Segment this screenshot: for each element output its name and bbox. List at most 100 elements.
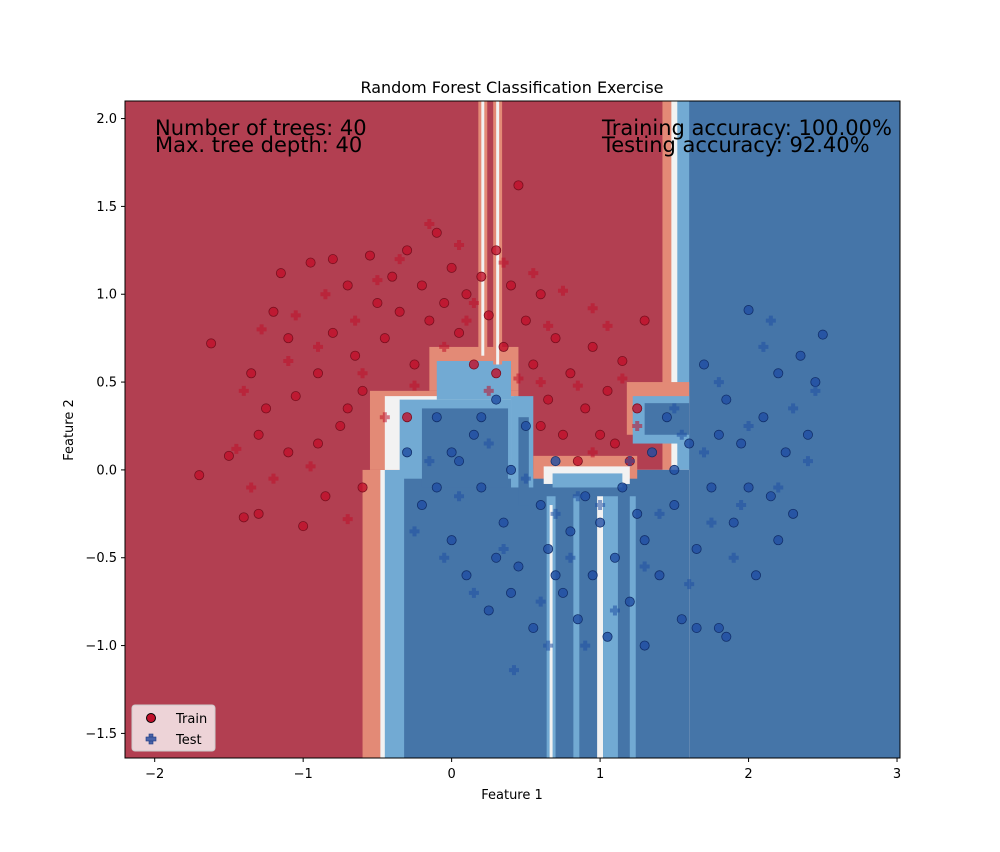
test-point-class1-24 xyxy=(758,341,769,352)
train-point-class0-61 xyxy=(402,412,413,423)
train-point-class1-49 xyxy=(788,508,799,519)
train-point-class0-17 xyxy=(342,280,353,291)
train-point-class1-50 xyxy=(795,350,806,361)
test-point-class0-6 xyxy=(305,461,316,472)
test-point-class0-29 xyxy=(246,482,257,493)
train-point-class0-14 xyxy=(320,491,331,502)
train-point-class0-41 xyxy=(520,315,531,326)
train-point-class0-18 xyxy=(350,350,361,361)
test-point-class1-28 xyxy=(810,385,821,396)
test-point-class1-20 xyxy=(699,447,710,458)
test-point-class0-31 xyxy=(357,368,368,379)
test-point-class0-3 xyxy=(268,473,279,484)
train-point-class1-1 xyxy=(416,500,427,511)
y-tick-label: −1.0 xyxy=(85,639,117,654)
train-point-class0-36 xyxy=(483,310,494,321)
test-point-class1-26 xyxy=(788,403,799,414)
test-point-class1-5 xyxy=(483,438,494,449)
test-point-class0-30 xyxy=(313,341,324,352)
train-point-class1-2 xyxy=(431,412,442,423)
train-point-class0-58 xyxy=(313,438,324,449)
train-point-class0-48 xyxy=(572,456,583,467)
train-point-class1-47 xyxy=(773,368,784,379)
legend-train-marker xyxy=(146,713,156,723)
test-point-class1-16 xyxy=(639,561,650,572)
region-band-24 xyxy=(481,101,485,356)
x-tick-label: 1 xyxy=(596,767,604,782)
train-point-class0-3 xyxy=(238,512,249,523)
train-point-class0-46 xyxy=(557,429,568,440)
test-point-class0-10 xyxy=(372,275,383,286)
train-point-class0-9 xyxy=(283,447,294,458)
train-point-class0-13 xyxy=(313,368,324,379)
train-point-class0-5 xyxy=(253,508,264,519)
train-point-class1-0 xyxy=(402,447,413,458)
train-point-class0-47 xyxy=(565,368,576,379)
train-point-class0-27 xyxy=(416,280,427,291)
test-point-class0-32 xyxy=(461,315,472,326)
test-point-class0-16 xyxy=(454,240,465,251)
train-point-class0-28 xyxy=(424,315,435,326)
train-point-class0-40 xyxy=(513,180,524,191)
test-point-class0-8 xyxy=(342,514,353,525)
test-point-class1-22 xyxy=(728,552,739,563)
train-point-class0-44 xyxy=(543,394,554,405)
train-point-class0-21 xyxy=(372,298,383,309)
chart-title: Random Forest Classification Exercise xyxy=(360,78,663,97)
train-point-class1-63 xyxy=(669,464,680,475)
train-point-class1-38 xyxy=(706,482,717,493)
train-point-class1-20 xyxy=(572,614,583,625)
train-point-class0-38 xyxy=(498,341,509,352)
train-point-class1-32 xyxy=(661,412,672,423)
train-point-class1-31 xyxy=(654,570,665,581)
train-point-class1-45 xyxy=(758,412,769,423)
x-tick-label: −2 xyxy=(145,767,164,782)
train-point-class1-62 xyxy=(506,587,517,598)
test-point-class0-4 xyxy=(283,355,294,366)
train-point-class1-28 xyxy=(632,508,643,519)
train-point-class1-60 xyxy=(773,535,784,546)
test-point-class0-12 xyxy=(394,254,405,265)
train-point-class0-4 xyxy=(246,368,257,379)
train-point-class1-26 xyxy=(617,482,628,493)
data-points xyxy=(194,180,828,676)
test-point-class0-34 xyxy=(587,447,598,458)
train-point-class1-30 xyxy=(647,447,658,458)
train-point-class0-20 xyxy=(364,250,375,261)
train-point-class1-19 xyxy=(565,526,576,537)
test-point-class1-33 xyxy=(572,491,583,502)
train-point-class1-64 xyxy=(713,429,724,440)
test-point-class1-8 xyxy=(520,473,531,484)
train-point-class1-51 xyxy=(802,429,813,440)
legend-train-label: Train xyxy=(175,712,207,727)
y-axis-ticks: −1.5 −1.0 −0.5 0.0 0.5 1.0 1.5 2.0 xyxy=(85,112,125,742)
test-point-class1-17 xyxy=(654,508,665,519)
train-point-class0-12 xyxy=(305,257,316,268)
train-point-class0-51 xyxy=(595,429,606,440)
region-band-26 xyxy=(496,101,500,365)
train-point-class1-13 xyxy=(520,420,531,431)
train-point-class0-8 xyxy=(275,268,286,279)
train-point-class0-10 xyxy=(290,391,301,402)
train-point-class0-26 xyxy=(409,359,420,370)
test-point-class0-14 xyxy=(424,218,435,229)
train-point-class0-35 xyxy=(476,271,487,282)
region-band-29 xyxy=(573,496,580,758)
train-point-class0-32 xyxy=(454,327,465,338)
train-point-class0-56 xyxy=(632,403,643,414)
test-point-class0-7 xyxy=(320,289,331,300)
test-point-class1-31 xyxy=(765,315,776,326)
region-band-30 xyxy=(597,496,604,758)
train-point-class0-30 xyxy=(439,298,450,309)
annotation-depth: Max. tree depth: 40 xyxy=(155,133,362,157)
train-point-class1-52 xyxy=(810,377,821,388)
legend-test-plus xyxy=(145,733,157,745)
test-point-class0-5 xyxy=(290,310,301,321)
train-point-class1-11 xyxy=(506,464,517,475)
train-point-class1-33 xyxy=(669,500,680,511)
test-point-class1-9 xyxy=(535,596,546,607)
train-point-class1-12 xyxy=(513,561,524,572)
train-point-class1-42 xyxy=(736,438,747,449)
x-tick-label: 0 xyxy=(447,767,455,782)
